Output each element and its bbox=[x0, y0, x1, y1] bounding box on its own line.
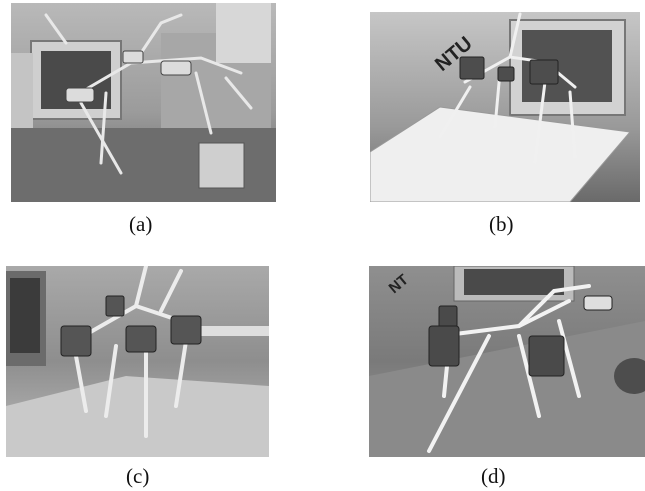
quadruped-robot-photo-a bbox=[11, 3, 276, 202]
caption-c: (c) bbox=[126, 464, 150, 488]
photo-panel-b: NTU bbox=[370, 12, 640, 202]
photo-panel-c bbox=[6, 266, 269, 457]
quadruped-robot-photo-d: NT bbox=[369, 266, 645, 457]
photo-panel-d: NT bbox=[369, 266, 645, 457]
caption-a: (a) bbox=[129, 212, 153, 236]
caption-d: (d) bbox=[481, 464, 506, 488]
quadruped-robot-photo-b: NTU bbox=[370, 12, 640, 202]
photo-panel-a bbox=[11, 3, 276, 202]
caption-b: (b) bbox=[489, 212, 514, 236]
quadruped-robot-photo-c bbox=[6, 266, 269, 457]
